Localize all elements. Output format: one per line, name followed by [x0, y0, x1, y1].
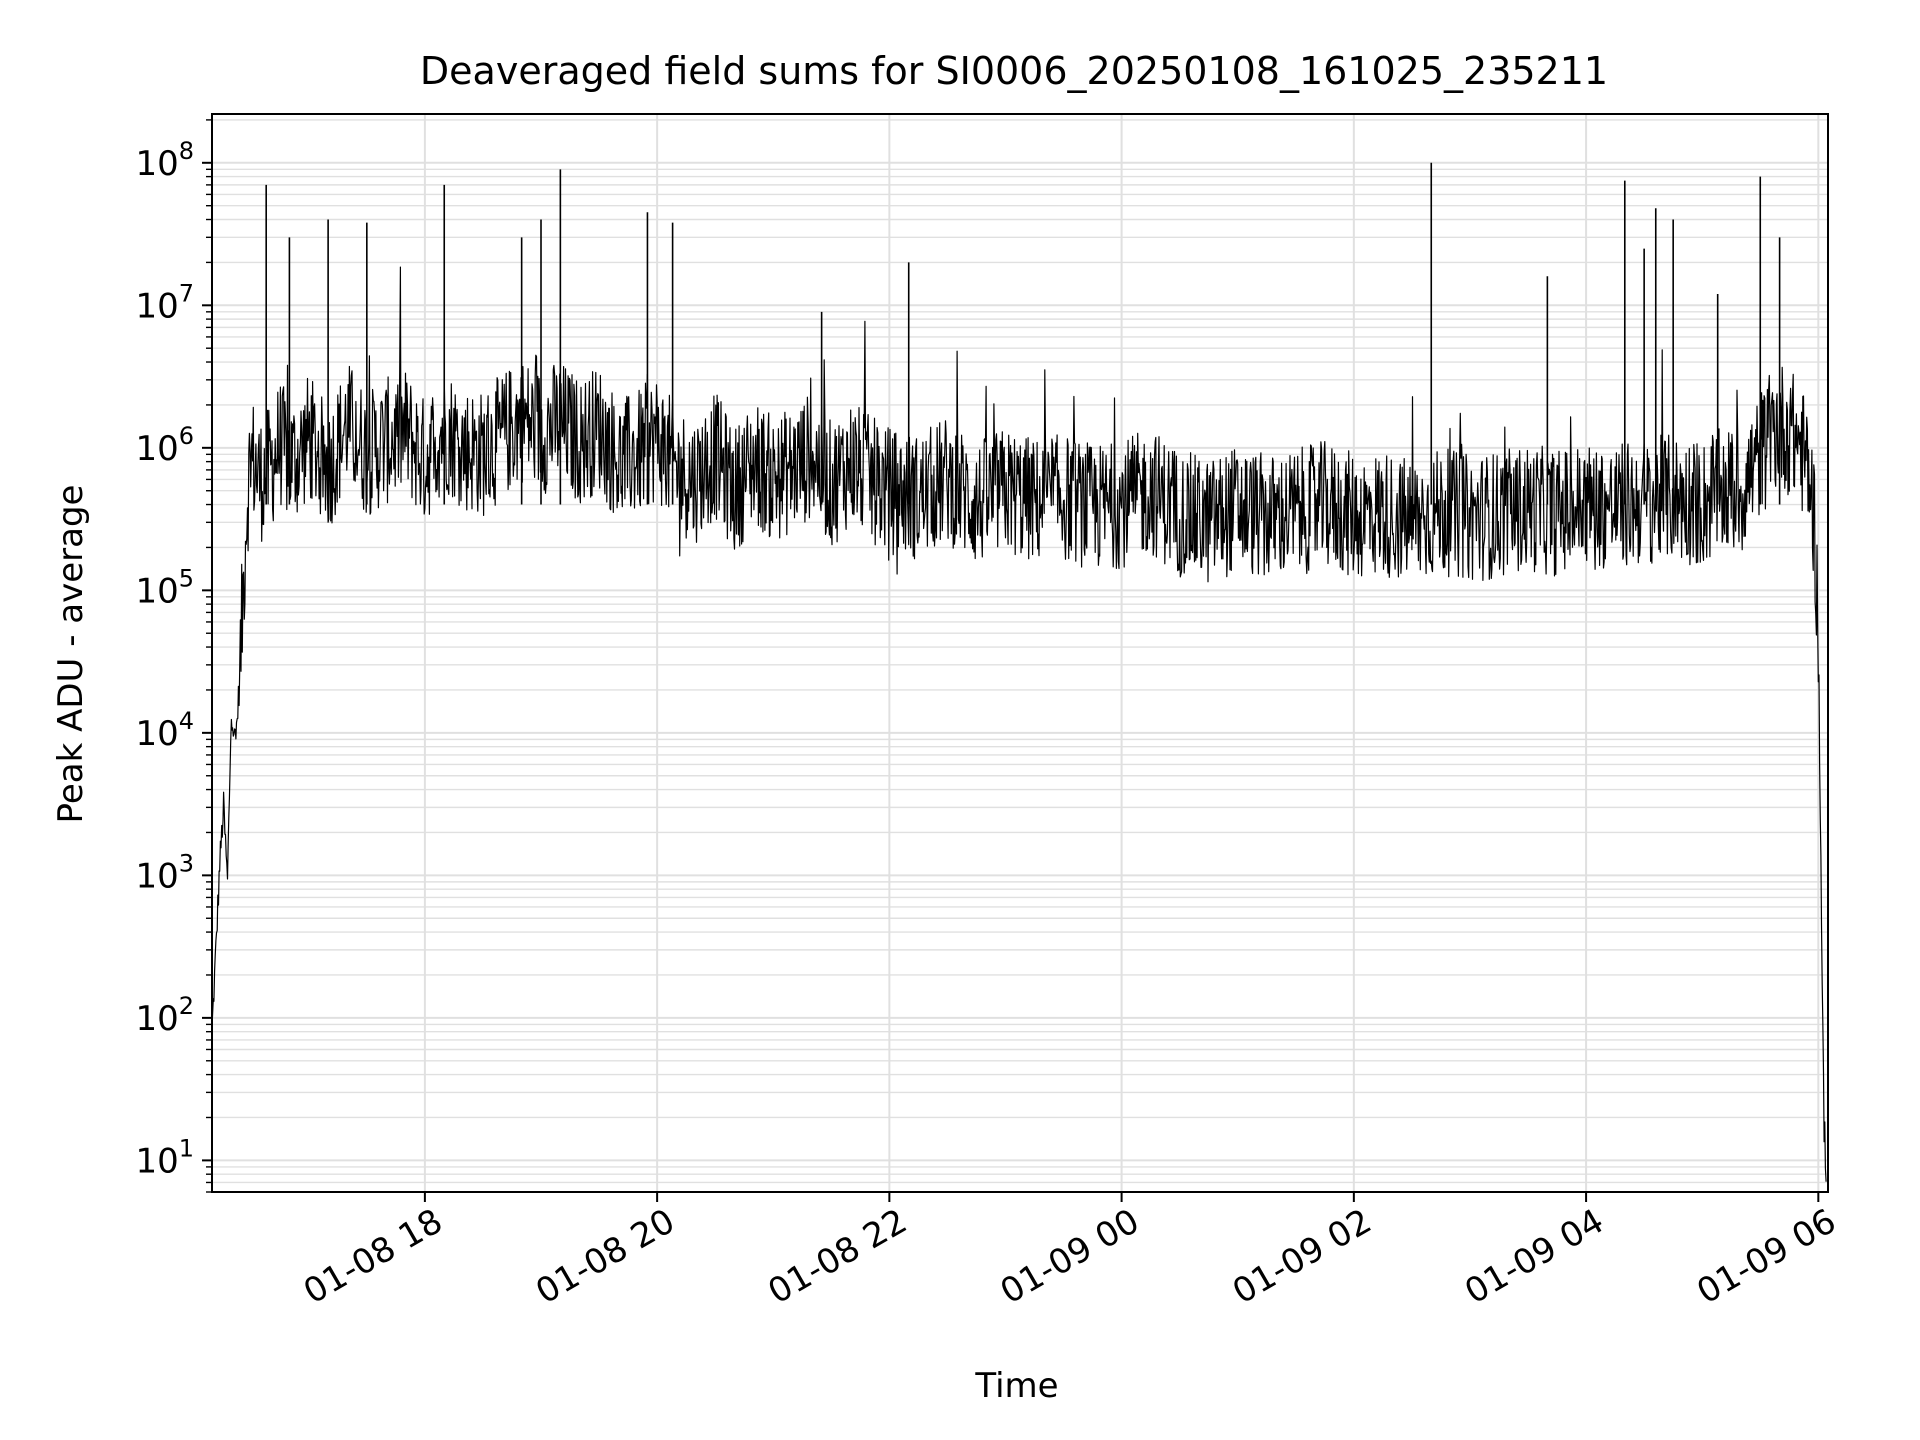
y-tick-label: 108 — [135, 137, 194, 184]
plot-frame — [211, 113, 1829, 1193]
chart-title: Deaveraged field sums for SI0006_2025010… — [420, 49, 1608, 93]
y-tick-label: 107 — [135, 279, 194, 326]
y-tick-label: 105 — [135, 564, 194, 611]
y-tick-label: 101 — [135, 1134, 194, 1181]
y-tick-label: 103 — [135, 849, 194, 896]
grid-lines — [212, 114, 1828, 1193]
y-tick-label: 106 — [135, 422, 194, 469]
series-line — [211, 266, 1827, 1182]
y-tick-label: 104 — [135, 707, 194, 754]
y-axis-label: Peak ADU - average — [51, 485, 91, 824]
plot-series — [211, 162, 1827, 1182]
y-tick-label: 102 — [135, 992, 194, 1039]
x-axis-label: Time — [974, 1366, 1058, 1406]
